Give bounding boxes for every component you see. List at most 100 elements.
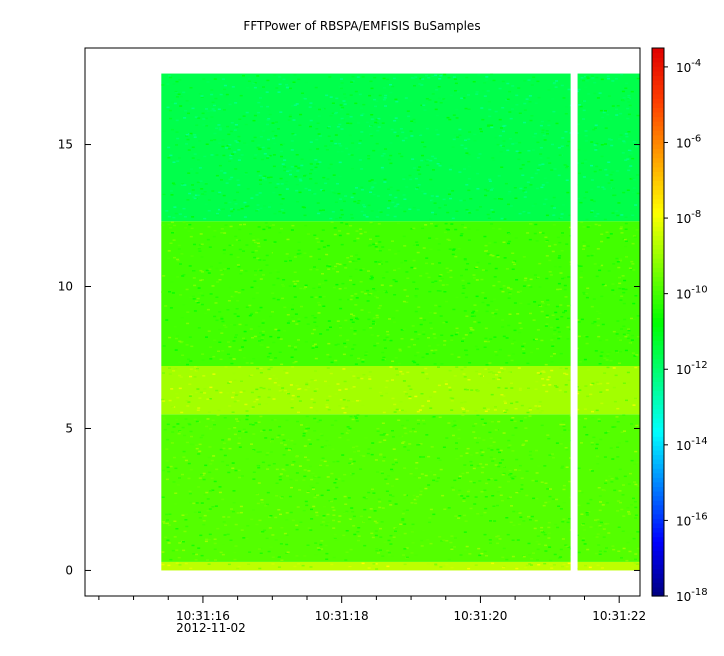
spectrogram-speckle — [489, 254, 493, 256]
spectrogram-speckle — [232, 490, 236, 492]
spectrogram-speckle — [423, 319, 427, 321]
spectrogram-speckle — [403, 532, 407, 535]
colorbar-step — [652, 253, 664, 259]
spectrogram-speckle — [213, 339, 217, 341]
spectrogram-speckle — [308, 443, 312, 445]
spectrogram-speckle — [340, 213, 344, 216]
spectrogram-speckle — [368, 371, 372, 373]
spectrogram-speckle — [208, 398, 212, 400]
spectrogram-speckle — [497, 281, 501, 283]
spectrogram-speckle — [233, 558, 237, 561]
colorbar-tick-exponent: -16 — [691, 511, 707, 522]
spectrogram-speckle — [315, 237, 319, 240]
spectrogram-speckle — [507, 193, 511, 195]
spectrogram-speckle — [460, 407, 464, 409]
spectrogram-speckle — [475, 441, 479, 444]
colorbar-step — [652, 130, 664, 136]
spectrogram-speckle — [259, 415, 263, 418]
spectrogram-speckle — [541, 302, 545, 305]
spectrogram-speckle — [404, 137, 408, 139]
spectrogram-speckle — [245, 458, 249, 460]
colorbar-step — [652, 353, 664, 360]
spectrogram-speckle — [585, 191, 589, 193]
spectrogram-speckle — [315, 346, 319, 348]
spectrogram-speckle — [172, 456, 176, 459]
spectrogram-speckle — [162, 193, 166, 196]
spectrogram-speckle — [264, 505, 268, 507]
spectrogram-speckle — [538, 401, 542, 403]
spectrogram-speckle — [507, 297, 511, 299]
spectrogram-speckle — [313, 317, 317, 319]
colorbar-step — [652, 459, 664, 465]
spectrogram-speckle — [191, 295, 195, 297]
spectrogram-speckle — [414, 331, 418, 333]
spectrogram-speckle — [161, 563, 165, 566]
spectrogram-speckle — [415, 241, 419, 243]
spectrogram-speckle — [242, 115, 246, 117]
spectrogram-speckle — [277, 128, 280, 130]
spectrogram-speckle — [635, 354, 639, 356]
spectrogram-speckle — [627, 166, 631, 168]
spectrogram-speckle — [483, 550, 487, 553]
spectrogram-speckle — [220, 332, 224, 334]
spectrogram-speckle — [336, 343, 340, 345]
spectrogram-speckle — [182, 207, 186, 210]
spectrogram-speckle — [174, 367, 178, 370]
spectrogram-speckle — [391, 485, 394, 487]
spectrogram-speckle — [540, 301, 544, 303]
spectrogram-speckle — [168, 75, 172, 77]
spectrogram-speckle — [472, 467, 476, 470]
spectrogram-speckle — [267, 147, 271, 150]
spectrogram-speckle — [326, 523, 330, 525]
spectrogram-speckle — [469, 332, 473, 334]
spectrogram-speckle — [566, 165, 569, 167]
spectrogram-speckle — [267, 464, 271, 467]
spectrogram-speckle — [370, 87, 374, 90]
spectrogram-speckle — [487, 340, 490, 343]
spectrogram-speckle — [349, 354, 353, 357]
spectrogram-speckle — [626, 117, 630, 120]
spectrogram-speckle — [349, 225, 353, 227]
spectrogram-speckle — [233, 313, 237, 315]
spectrogram-speckle — [218, 491, 222, 494]
spectrogram-speckle — [178, 213, 182, 215]
spectrogram-speckle — [455, 327, 459, 330]
spectrogram-speckle — [176, 276, 180, 278]
spectrogram-speckle — [164, 521, 168, 523]
spectrogram-speckle — [592, 298, 596, 300]
spectrogram-speckle — [435, 480, 439, 483]
spectrogram-speckle — [161, 291, 165, 293]
spectrogram-speckle — [586, 226, 590, 228]
spectrogram-speckle — [365, 121, 369, 124]
spectrogram-speckle — [501, 326, 505, 328]
spectrogram-speckle — [214, 302, 218, 304]
spectrogram-speckle — [359, 228, 363, 230]
spectrogram-speckle — [515, 110, 519, 113]
spectrogram-speckle — [472, 81, 476, 83]
spectrogram-speckle — [294, 346, 297, 348]
spectrogram-speckle — [559, 548, 563, 551]
spectrogram-speckle — [354, 444, 358, 447]
spectrogram-speckle — [327, 167, 331, 169]
spectrogram-speckle — [592, 253, 596, 255]
spectrogram-speckle — [232, 295, 236, 297]
spectrogram-speckle — [253, 114, 257, 117]
spectrogram-speckle — [167, 223, 171, 226]
spectrogram-speckle — [594, 215, 598, 218]
spectrogram-speckle — [298, 191, 302, 194]
spectrogram-speckle — [604, 463, 608, 465]
spectrogram-speckle — [524, 427, 528, 429]
spectrogram-speckle — [487, 382, 491, 384]
spectrogram-speckle — [624, 87, 628, 89]
spectrogram-speckle — [621, 90, 625, 93]
spectrogram-speckle — [586, 287, 590, 289]
spectrogram-speckle — [244, 324, 248, 326]
spectrogram-speckle — [590, 470, 594, 472]
spectrogram-speckle — [551, 498, 555, 500]
spectrogram-speckle — [605, 502, 609, 504]
spectrogram-speckle — [557, 174, 561, 177]
spectrogram-speckle — [369, 80, 373, 83]
spectrogram-speckle — [466, 410, 470, 412]
spectrogram-speckle — [614, 374, 618, 377]
spectrogram-speckle — [489, 456, 493, 458]
